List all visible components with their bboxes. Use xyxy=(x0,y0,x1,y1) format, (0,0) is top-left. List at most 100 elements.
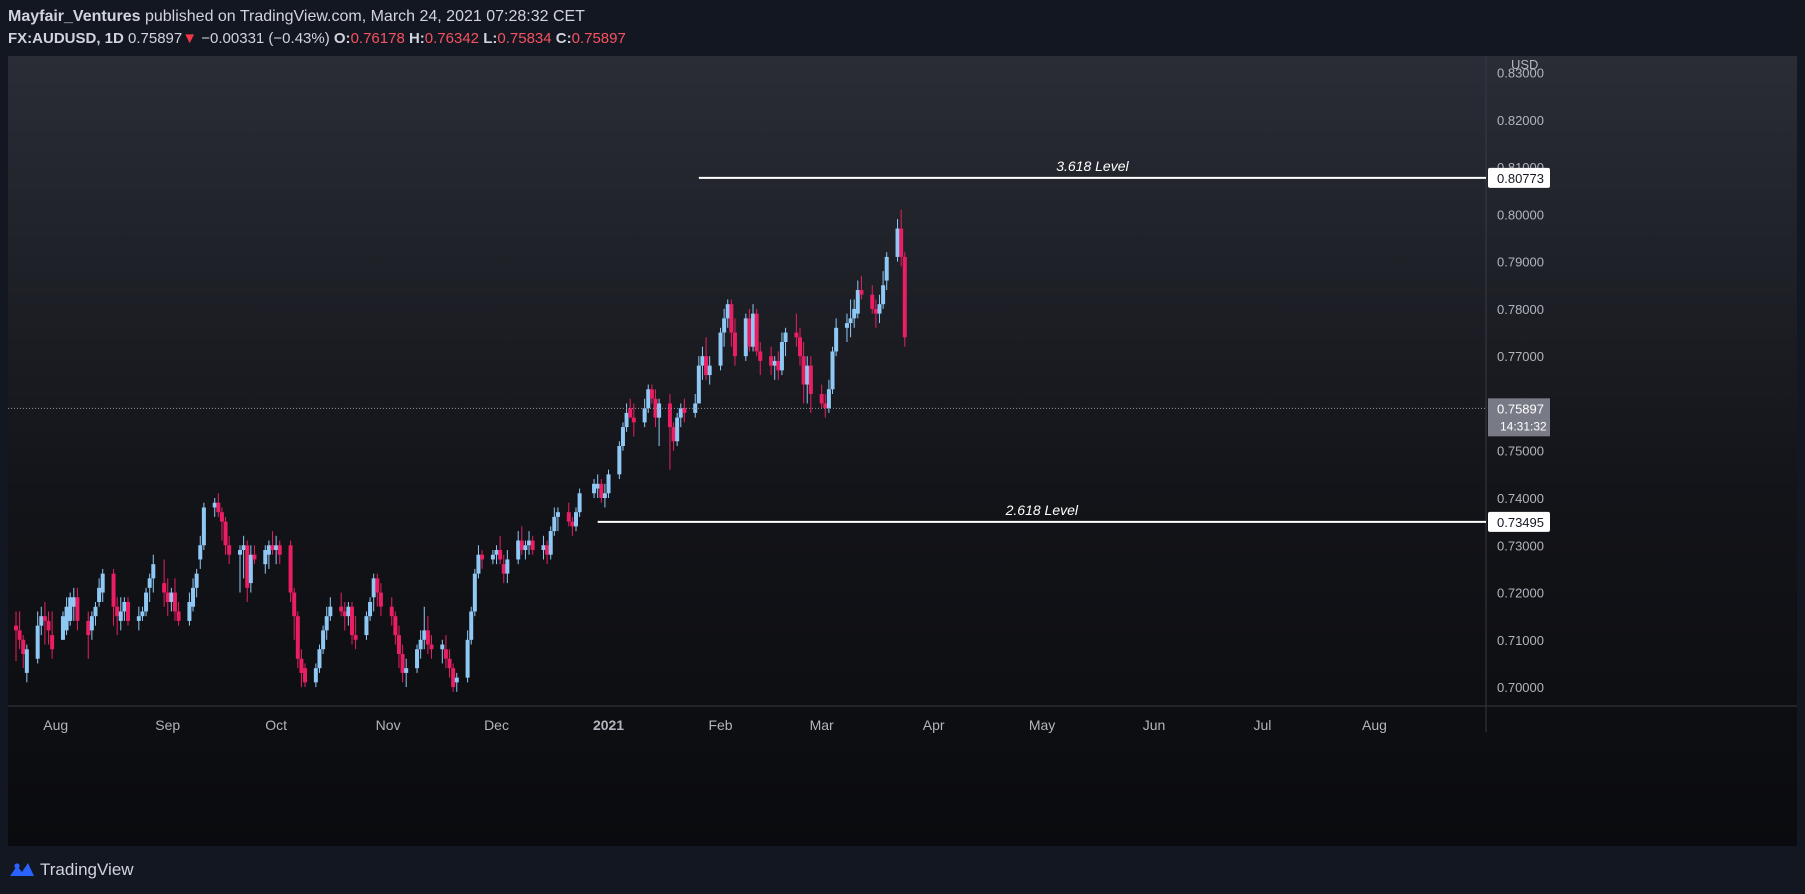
candle-body xyxy=(548,531,553,555)
candle-body xyxy=(252,554,257,560)
candle-body xyxy=(396,635,401,654)
level-price-tag xyxy=(1488,167,1550,188)
candle-body xyxy=(400,654,405,673)
candle-body xyxy=(144,592,149,612)
candle-body xyxy=(248,554,253,584)
close-label: C: xyxy=(555,30,572,47)
candle-body xyxy=(364,616,369,636)
time-tick-label: Mar xyxy=(810,717,834,733)
candle-body xyxy=(592,483,597,494)
candle-body xyxy=(350,606,354,636)
candle-body xyxy=(754,313,759,352)
candle-body xyxy=(89,616,94,631)
candle-body xyxy=(848,318,853,324)
price-tick-label: 0.83000 xyxy=(1497,66,1544,81)
candle-body xyxy=(118,611,123,621)
candle-body xyxy=(201,507,206,546)
candle-body xyxy=(834,327,839,352)
candle-body xyxy=(877,304,882,314)
time-tick-label: May xyxy=(1029,717,1055,733)
candle-body xyxy=(718,332,723,366)
close-value: 0.75897 xyxy=(571,30,626,47)
price-tick-label: 0.77000 xyxy=(1497,349,1544,364)
tradingview-logo-icon[interactable] xyxy=(8,860,36,880)
candle-body xyxy=(342,611,347,617)
candle-body xyxy=(819,394,824,404)
level-price-tag-value: 0.73495 xyxy=(1497,515,1544,530)
candle-body xyxy=(353,635,358,640)
price-tick-label: 0.73000 xyxy=(1497,538,1544,553)
candle-body xyxy=(223,521,228,546)
candle-body xyxy=(393,616,398,636)
candle-body xyxy=(769,356,774,366)
chart-area[interactable]: 3.618 Level 2.618 Level 0.70000 0.71000 0.7… xyxy=(8,56,1797,846)
candle-body xyxy=(516,540,521,560)
time-axis[interactable]: Aug Sep Oct Nov Dec 2021 Feb Mar Apr May Jun Jul Aug xyxy=(43,717,1387,733)
price-tick-label: 0.75000 xyxy=(1497,444,1544,459)
candle-body xyxy=(642,408,647,423)
candle-body xyxy=(136,616,141,621)
candle-body xyxy=(454,677,459,683)
candle-body xyxy=(451,668,456,688)
candle-body xyxy=(375,578,380,593)
candle-body xyxy=(779,342,784,371)
candle-body xyxy=(729,304,734,333)
time-tick-label: Oct xyxy=(265,717,287,733)
last-price-tag-value: 0.75897 xyxy=(1497,401,1544,416)
candle-body xyxy=(35,625,40,659)
candle-body xyxy=(801,356,806,385)
candle-body xyxy=(443,649,448,659)
candle-body xyxy=(675,417,680,442)
candle-body xyxy=(552,516,557,532)
candle-body xyxy=(657,403,662,418)
candle-body xyxy=(97,587,102,602)
candle-body xyxy=(646,389,651,409)
open-label: O: xyxy=(333,30,351,47)
candle-body xyxy=(758,351,763,361)
candle-body xyxy=(519,540,524,550)
candle-body xyxy=(501,564,506,574)
tradingview-brand[interactable]: TradingView xyxy=(40,860,134,879)
low-label: L: xyxy=(483,30,498,47)
candle-body xyxy=(823,403,828,409)
candle-body xyxy=(707,365,712,376)
candle-body xyxy=(595,483,600,489)
candle-body xyxy=(339,606,344,612)
candle-body xyxy=(17,630,22,640)
candle-body xyxy=(653,398,658,418)
candles xyxy=(14,209,907,692)
candle-body xyxy=(852,308,857,319)
candle-body xyxy=(198,545,203,560)
candle-body xyxy=(317,649,322,669)
author-name[interactable]: Mayfair_Ventures xyxy=(8,8,141,25)
price-tick-label: 0.80000 xyxy=(1497,207,1544,222)
candle-body xyxy=(368,602,373,617)
price-tick-label: 0.78000 xyxy=(1497,302,1544,317)
price-axis[interactable]: 0.70000 0.71000 0.72000 0.73000 0.74000 0.750… xyxy=(1488,57,1550,695)
candle-body xyxy=(476,554,481,574)
candle-body xyxy=(172,592,177,612)
level-lines: 3.618 Level 2.618 Level xyxy=(8,158,1486,523)
candle-body xyxy=(747,318,752,347)
candle-body xyxy=(899,228,904,257)
candle-body xyxy=(682,408,687,413)
candle-body xyxy=(826,389,831,409)
candle-body xyxy=(71,597,76,607)
candle-body xyxy=(162,583,167,593)
candle-body xyxy=(429,644,434,650)
open-value: 0.76178 xyxy=(350,30,405,47)
candle-body xyxy=(599,483,604,498)
low-value: 0.75834 xyxy=(497,30,552,47)
publish-info: Mayfair_Ventures published on TradingVie… xyxy=(8,8,585,26)
candle-body xyxy=(50,635,55,650)
candle-body xyxy=(494,550,499,555)
countdown-label: 14:31:32 xyxy=(1500,419,1547,433)
ohlc-legend: FX:AUDUSD, 1D 0.75897▼ −0.00331 (−0.43%)… xyxy=(8,30,626,47)
symbol-label[interactable]: FX:AUDUSD, 1D xyxy=(8,30,124,47)
candle-body xyxy=(624,412,629,428)
time-tick-label: Aug xyxy=(1362,717,1387,733)
candle-body xyxy=(505,559,510,574)
candle-body xyxy=(422,630,427,640)
candle-body xyxy=(64,606,69,631)
